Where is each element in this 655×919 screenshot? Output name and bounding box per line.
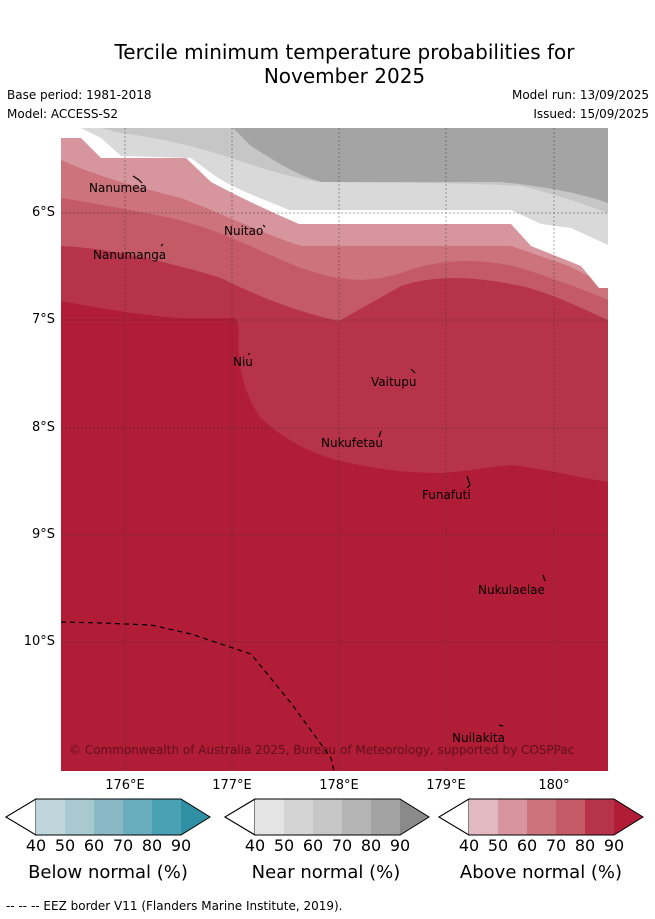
near-normal-swatch-80 bbox=[371, 799, 400, 835]
copyright-notice: © Commonwealth of Australia 2025, Bureau… bbox=[69, 743, 574, 757]
lon-label-179e: 179°E bbox=[426, 778, 466, 793]
lon-label-180: 180° bbox=[538, 778, 570, 793]
tick: 40 bbox=[244, 836, 266, 855]
lon-label-178e: 178°E bbox=[319, 778, 359, 793]
below-normal-swatch-80 bbox=[152, 799, 181, 835]
below-normal-swatch-50 bbox=[65, 799, 94, 835]
place-nuilakita: Nuilakita bbox=[452, 731, 505, 745]
tick: 70 bbox=[545, 836, 567, 855]
tick: 80 bbox=[141, 836, 163, 855]
tick: 50 bbox=[54, 836, 76, 855]
near-normal-colorbar bbox=[224, 798, 430, 836]
tick: 60 bbox=[302, 836, 324, 855]
below-normal-swatch-70 bbox=[123, 799, 152, 835]
lat-label-7s: 7°S bbox=[31, 312, 55, 327]
tick: 80 bbox=[360, 836, 382, 855]
lat-label-10s: 10°S bbox=[23, 634, 55, 649]
place-nanumea: Nanumea bbox=[89, 181, 147, 195]
lat-label-9s: 9°S bbox=[31, 527, 55, 542]
tick: 90 bbox=[170, 836, 192, 855]
tick: 90 bbox=[603, 836, 625, 855]
near-normal-swatch-70 bbox=[342, 799, 371, 835]
near-normal-swatch-60 bbox=[313, 799, 342, 835]
tick: 60 bbox=[516, 836, 538, 855]
tick: 40 bbox=[25, 836, 47, 855]
above-normal-title: Above normal (%) bbox=[459, 862, 623, 883]
above-normal-swatch-under bbox=[438, 798, 470, 836]
below-normal-title: Below normal (%) bbox=[28, 862, 188, 883]
place-nukufetau: Nukufetau bbox=[321, 436, 383, 450]
map-title: Tercile minimum temperature probabilitie… bbox=[0, 40, 655, 88]
title-line-2: November 2025 bbox=[263, 64, 426, 88]
tick: 70 bbox=[112, 836, 134, 855]
tick: 90 bbox=[389, 836, 411, 855]
eez-footnote: -- -- -- EEZ border V11 (Flanders Marine… bbox=[6, 899, 343, 913]
lat-label-8s: 8°S bbox=[31, 420, 55, 435]
graticule bbox=[61, 128, 608, 771]
tick: 40 bbox=[458, 836, 480, 855]
near-normal-swatch-40 bbox=[255, 799, 284, 835]
above-normal-swatch-80 bbox=[585, 799, 614, 835]
lat-label-6s: 6°S bbox=[31, 205, 55, 220]
probability-map: Nanumea Nanumanga Nuitao Niu Vaitupu Nuk… bbox=[61, 128, 608, 771]
island-marks bbox=[132, 175, 546, 727]
lon-label-176e: 176°E bbox=[105, 778, 145, 793]
near-normal-swatch-90 bbox=[400, 799, 429, 835]
place-funafuti: Funafuti bbox=[422, 488, 471, 502]
near-normal-title: Near normal (%) bbox=[251, 862, 401, 883]
place-nanumanga: Nanumanga bbox=[93, 248, 166, 262]
base-period: Base period: 1981-2018 bbox=[7, 88, 152, 102]
tick: 50 bbox=[487, 836, 509, 855]
below-normal-swatch-60 bbox=[94, 799, 123, 835]
tick: 60 bbox=[83, 836, 105, 855]
model-run: Model run: 13/09/2025 bbox=[511, 88, 649, 102]
tick: 70 bbox=[331, 836, 353, 855]
above-normal-swatch-40 bbox=[469, 799, 498, 835]
above-normal-swatch-50 bbox=[498, 799, 527, 835]
title-line-1: Tercile minimum temperature probabilitie… bbox=[114, 40, 575, 64]
above-normal-swatch-70 bbox=[556, 799, 585, 835]
tick: 50 bbox=[273, 836, 295, 855]
above-normal-swatch-60 bbox=[527, 799, 556, 835]
lon-label-177e: 177°E bbox=[212, 778, 252, 793]
place-nuitao: Nuitao bbox=[224, 224, 263, 238]
below-normal-swatch-40 bbox=[36, 799, 65, 835]
near-normal-swatch-50 bbox=[284, 799, 313, 835]
model-name: Model: ACCESS-S2 bbox=[7, 107, 119, 121]
below-normal-colorbar bbox=[5, 798, 211, 836]
near-normal-swatch-under bbox=[224, 798, 256, 836]
place-vaitupu: Vaitupu bbox=[371, 375, 417, 389]
place-niu: Niu bbox=[233, 355, 253, 369]
below-normal-swatch-under bbox=[5, 798, 37, 836]
tick: 80 bbox=[574, 836, 596, 855]
above-normal-colorbar bbox=[438, 798, 644, 836]
issued-date: Issued: 15/09/2025 bbox=[533, 107, 649, 121]
above-normal-swatch-90 bbox=[614, 799, 643, 835]
eez-border bbox=[61, 621, 335, 771]
below-normal-swatch-90 bbox=[181, 799, 210, 835]
near-normal-80-region bbox=[233, 128, 608, 203]
place-nukulaelae: Nukulaelae bbox=[478, 583, 545, 597]
